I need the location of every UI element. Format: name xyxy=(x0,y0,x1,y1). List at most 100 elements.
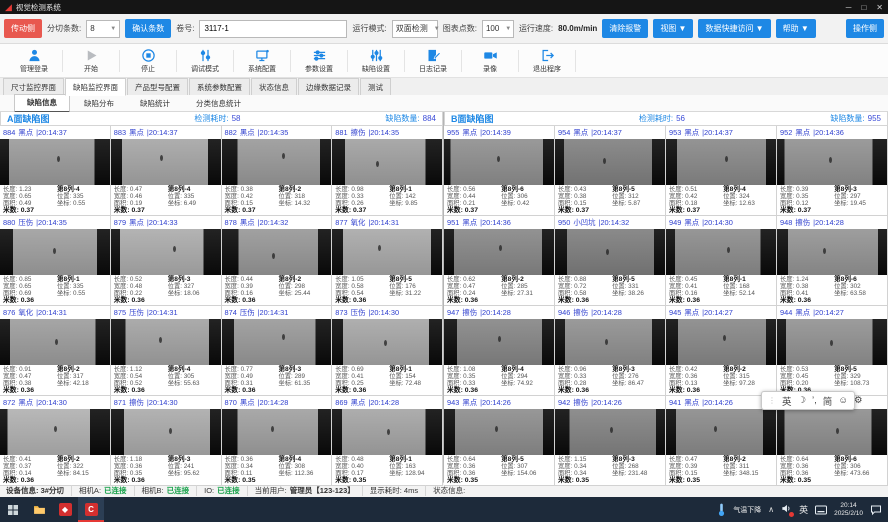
debug-mode-button[interactable]: 调试模式 xyxy=(179,48,231,74)
ime-language-indicator[interactable]: 英 xyxy=(799,505,809,515)
pinned-app-button[interactable]: ◆ xyxy=(52,497,78,522)
defect-image[interactable] xyxy=(110,409,221,455)
admin-login-button[interactable]: 管理登录 xyxy=(8,48,60,74)
defect-cell[interactable]: 884 黑点 |20:14:37 长度: 1.23 宽度: 0.65 面积: 0… xyxy=(0,126,111,216)
tab-defect-monitor[interactable]: 缺陷监控界面 xyxy=(65,78,126,96)
drive-side-button[interactable]: 传动侧 xyxy=(4,19,42,38)
defect-image[interactable] xyxy=(332,139,442,185)
start-button[interactable]: 开始 xyxy=(65,48,117,74)
action-center-icon[interactable] xyxy=(870,504,882,516)
vision-system-taskbar-button[interactable]: C xyxy=(78,497,104,522)
tab-size-monitor[interactable]: 尺寸监控界面 xyxy=(3,78,64,95)
defect-cell[interactable]: 943 黑点 |20:14:26 长度: 0.64 宽度: 0.36 面积: 0… xyxy=(444,396,555,486)
operator-side-button[interactable]: 操作侧 xyxy=(846,19,884,38)
defect-image[interactable] xyxy=(0,139,110,185)
defect-image[interactable] xyxy=(444,409,554,455)
defect-cell[interactable]: 941 黑点 |20:14:26 长度: 0.47 宽度: 0.39 面积: 0… xyxy=(666,396,777,486)
defect-image[interactable] xyxy=(110,319,221,365)
defect-cell[interactable]: 954 黑点 |20:14:37 长度: 0.43 宽度: 0.38 面积: 0… xyxy=(555,126,666,216)
defect-image[interactable] xyxy=(0,409,110,455)
defect-image[interactable] xyxy=(0,229,110,275)
defect-image[interactable] xyxy=(777,229,887,275)
defect-image[interactable] xyxy=(110,139,221,185)
defect-cell[interactable]: 870 黑点 |20:14:28 长度: 0.36 宽度: 0.34 面积: 0… xyxy=(221,396,333,486)
defect-image[interactable] xyxy=(555,319,665,365)
defect-cell[interactable]: 882 黑点 |20:14:35 长度: 0.38 宽度: 0.42 面积: 0… xyxy=(221,126,333,216)
data-access-menu-button[interactable]: 数据快捷访问 ▼ xyxy=(698,19,771,38)
subtab-class-statistics[interactable]: 分类信息统计 xyxy=(196,98,241,108)
defect-cell[interactable]: 945 黑点 |20:14:27 长度: 0.42 宽度: 0.36 面积: 0… xyxy=(666,306,777,396)
simplified-chinese-toggle[interactable]: 简 xyxy=(822,396,833,408)
defect-image[interactable] xyxy=(221,319,332,365)
defect-image[interactable] xyxy=(777,319,887,365)
defect-image[interactable] xyxy=(666,409,776,455)
exit-program-button[interactable]: 退出程序 xyxy=(521,48,573,74)
defect-image[interactable] xyxy=(221,139,332,185)
defect-image[interactable] xyxy=(555,229,665,275)
tab-test[interactable]: 测试 xyxy=(360,78,391,95)
close-button[interactable]: ✕ xyxy=(876,2,883,12)
defect-image[interactable] xyxy=(444,139,554,185)
tab-edge-data[interactable]: 边缘数据记录 xyxy=(298,78,359,95)
parameter-settings-button[interactable]: 参数设置 xyxy=(293,48,345,74)
defect-cell[interactable]: 942 擦伤 |20:14:26 长度: 1.15 宽度: 0.34 面积: 0… xyxy=(555,396,666,486)
tray-expand-chevron[interactable]: ∧ xyxy=(768,505,775,514)
drag-handle-icon[interactable]: ⋮ xyxy=(768,396,776,405)
log-record-button[interactable]: 日志记录 xyxy=(407,48,459,74)
tab-system-params[interactable]: 系统参数配置 xyxy=(189,78,250,95)
chart-points-select[interactable]: 100 ▼ xyxy=(481,19,514,38)
defect-image[interactable] xyxy=(777,139,887,185)
defect-image[interactable] xyxy=(666,319,776,365)
defect-cell[interactable]: 946 擦伤 |20:14:28 长度: 0.96 宽度: 0.33 面积: 0… xyxy=(555,306,666,396)
emoji-icon[interactable]: ☺ xyxy=(838,395,849,406)
defect-image[interactable] xyxy=(666,139,776,185)
defect-cell[interactable]: 955 黑点 |20:14:39 长度: 0.56 宽度: 0.44 面积: 0… xyxy=(444,126,555,216)
defect-settings-button[interactable]: 缺陷设置 xyxy=(350,48,402,74)
defect-image[interactable] xyxy=(555,139,665,185)
moon-icon[interactable]: ☽ xyxy=(797,395,807,406)
defect-cell[interactable]: 951 黑点 |20:14:36 长度: 0.62 宽度: 0.47 面积: 0… xyxy=(444,216,555,306)
start-button[interactable] xyxy=(0,497,26,522)
defect-image[interactable] xyxy=(555,409,665,455)
weather-text[interactable]: 气温下降 xyxy=(733,506,762,514)
keyboard-icon[interactable] xyxy=(815,505,828,515)
defect-cell[interactable]: 874 压伤 |20:14:31 长度: 0.77 宽度: 0.49 面积: 0… xyxy=(221,306,333,396)
gear-icon[interactable]: ⚙ xyxy=(854,395,863,406)
stop-button[interactable]: 停止 xyxy=(122,48,174,74)
defect-image[interactable] xyxy=(221,409,332,455)
strips-select[interactable]: 8 ▼ xyxy=(86,19,121,38)
defect-cell[interactable]: 873 压伤 |20:14:30 长度: 0.69 宽度: 0.41 面积: 0… xyxy=(332,306,443,396)
record-video-button[interactable]: 录像 xyxy=(464,48,516,74)
defect-image[interactable] xyxy=(221,229,332,275)
thermometer-icon[interactable] xyxy=(717,503,726,516)
subtab-defect-info[interactable]: 缺陷信息 xyxy=(14,93,70,113)
subtab-defect-statistics[interactable]: 缺陷统计 xyxy=(140,98,170,108)
subtab-defect-distribution[interactable]: 缺陷分布 xyxy=(84,98,114,108)
tab-product-config[interactable]: 产品型号配置 xyxy=(127,78,188,95)
maximize-button[interactable]: □ xyxy=(861,2,867,12)
view-menu-button[interactable]: 视图 ▼ xyxy=(653,19,694,38)
defect-cell[interactable]: 940 擦伤 |20:14:26 长度: 0.64 宽度: 0.36 面积: 0… xyxy=(777,396,888,486)
defect-image[interactable] xyxy=(110,229,221,275)
defect-image[interactable] xyxy=(444,229,554,275)
defect-cell[interactable]: 876 氧化 |20:14:31 长度: 0.91 宽度: 0.47 面积: 0… xyxy=(0,306,111,396)
defect-cell[interactable]: 949 黑点 |20:14:30 长度: 0.45 宽度: 0.41 面积: 0… xyxy=(666,216,777,306)
defect-cell[interactable]: 950 小凹坑 |20:14:32 长度: 0.88 宽度: 0.72 面积: … xyxy=(555,216,666,306)
defect-cell[interactable]: 871 擦伤 |20:14:30 长度: 1.18 宽度: 0.36 面积: 0… xyxy=(110,396,222,486)
confirm-strips-button[interactable]: 确认条数 xyxy=(125,19,172,38)
clock[interactable]: 20:14 2025/2/10 xyxy=(834,502,863,517)
defect-image[interactable] xyxy=(444,319,554,365)
defect-cell[interactable]: 948 擦伤 |20:14:28 长度: 1.24 宽度: 0.38 面积: 0… xyxy=(777,216,888,306)
defect-cell[interactable]: 878 黑点 |20:14:32 长度: 0.44 宽度: 0.39 面积: 0… xyxy=(221,216,333,306)
defect-cell[interactable]: 947 擦伤 |20:14:28 长度: 1.08 宽度: 0.35 面积: 0… xyxy=(444,306,555,396)
defect-image[interactable] xyxy=(332,319,442,365)
tab-status-info[interactable]: 状态信息 xyxy=(251,78,297,95)
defect-cell[interactable]: 883 黑点 |20:14:37 长度: 0.47 宽度: 0.46 面积: 0… xyxy=(110,126,222,216)
minimize-button[interactable]: ─ xyxy=(845,2,852,12)
defect-cell[interactable]: 953 黑点 |20:14:37 长度: 0.51 宽度: 0.42 面积: 0… xyxy=(666,126,777,216)
defect-cell[interactable]: 952 黑点 |20:14:36 长度: 0.39 宽度: 0.35 面积: 0… xyxy=(777,126,888,216)
file-explorer-button[interactable] xyxy=(26,497,52,522)
defect-cell[interactable]: 944 黑点 |20:14:27 长度: 0.53 宽度: 0.45 面积: 0… xyxy=(777,306,888,396)
defect-cell[interactable]: 877 氧化 |20:14:31 长度: 1.05 宽度: 0.58 面积: 0… xyxy=(332,216,443,306)
defect-image[interactable] xyxy=(332,229,442,275)
